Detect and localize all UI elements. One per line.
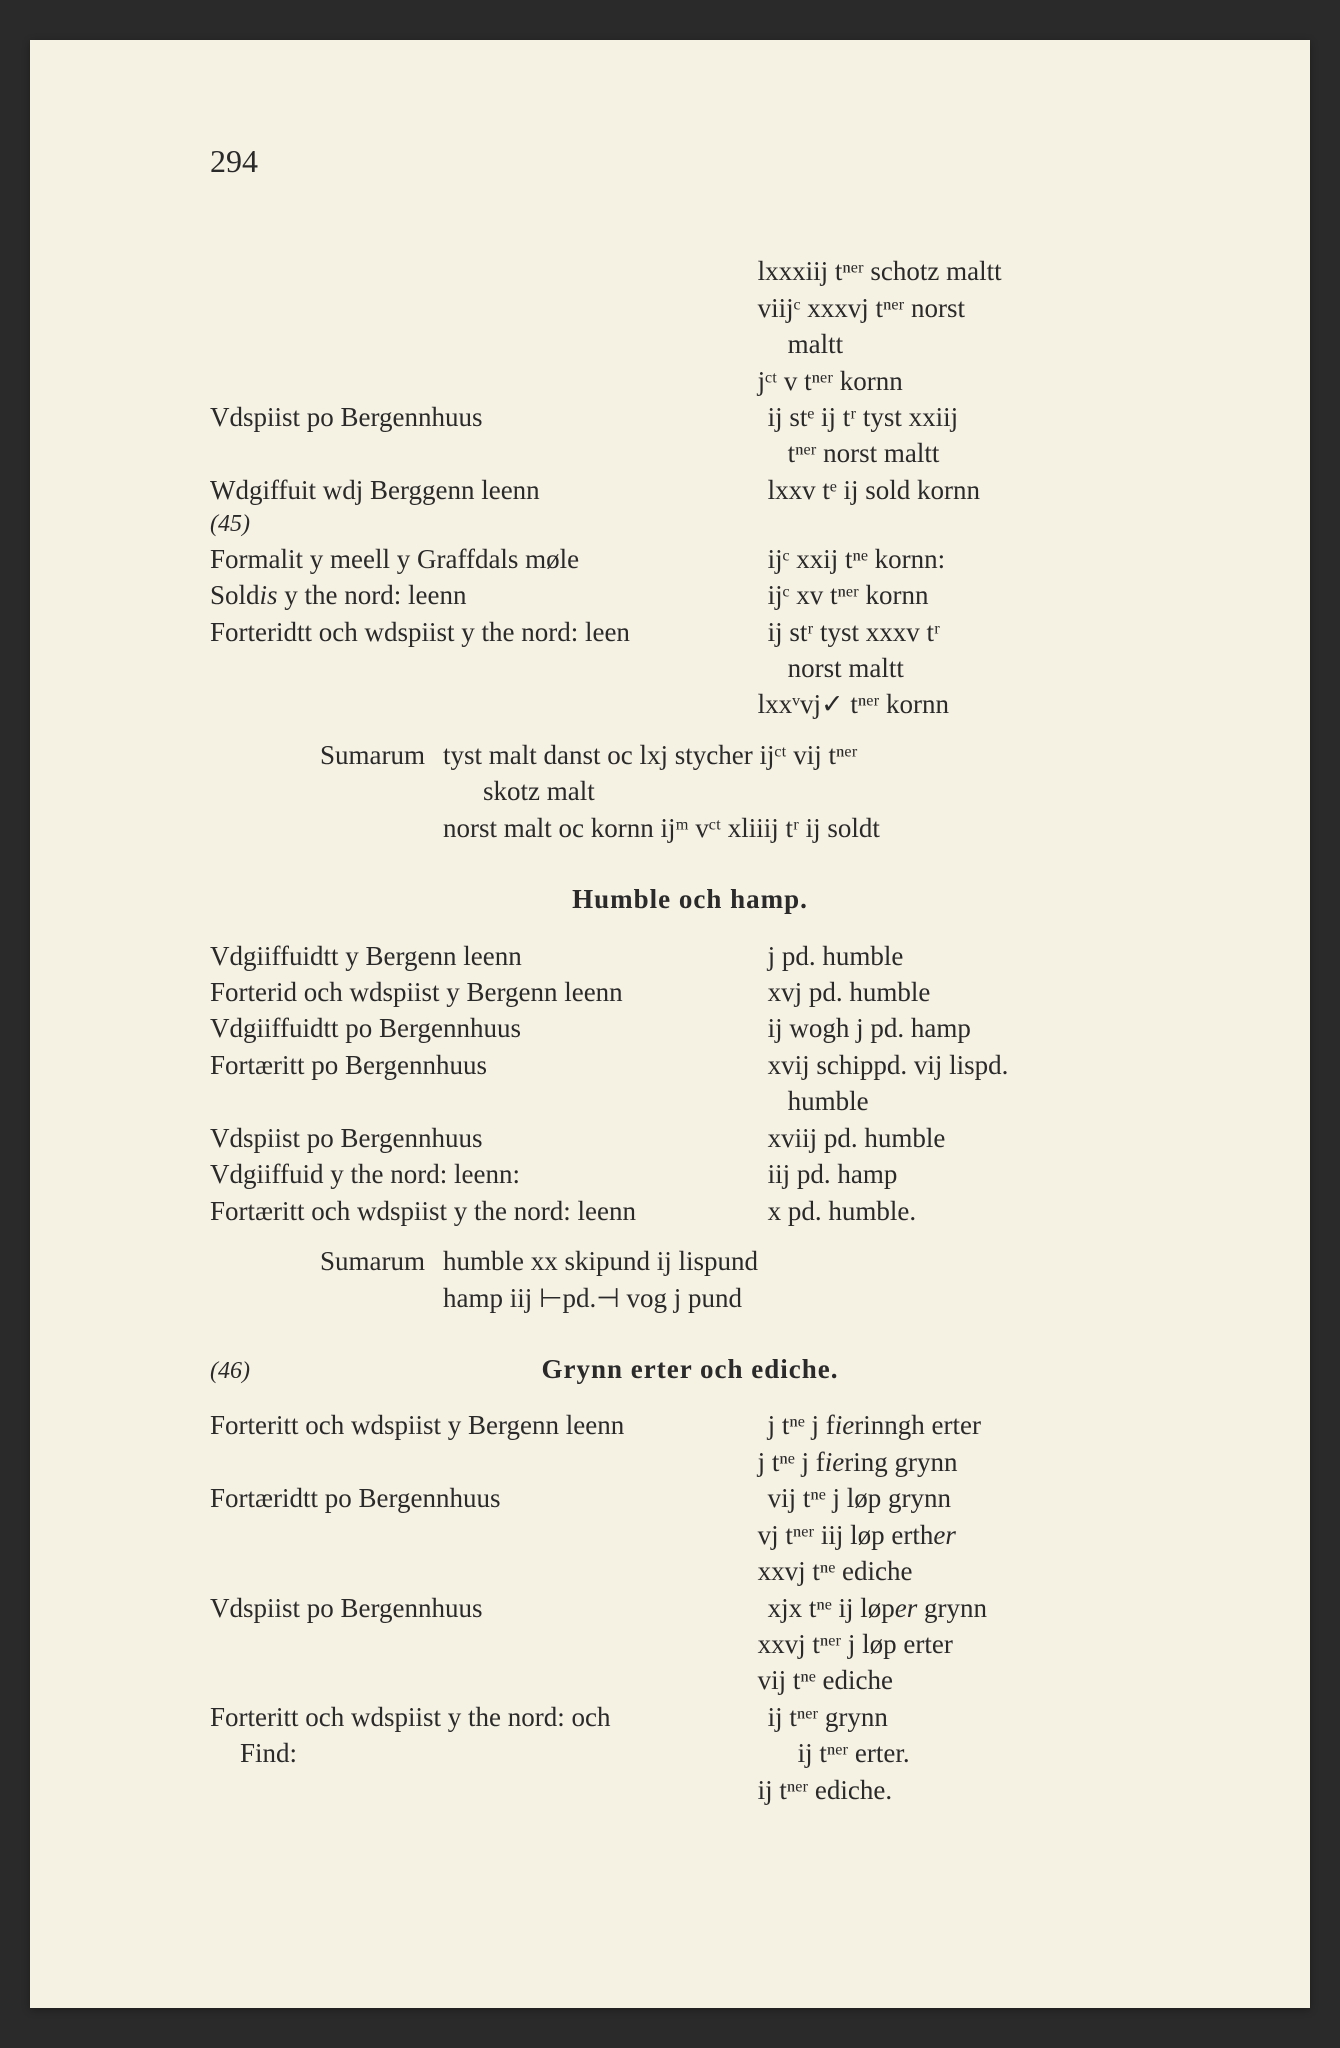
ledger-line: xxvj tⁿᵉʳ j løp erter [748,1626,1170,1662]
ledger-right: xjx tⁿᵉ ij løper grynn [758,1590,1190,1626]
ledger-right: iij pd. hamp [758,1156,1190,1192]
sumarum-line: skotz malt [443,773,1170,809]
ledger-left: Forterid och wdspiist y Bergenn leenn [210,974,758,1010]
sumarum-block: Sumarum tyst malt danst oc lxj stycher i… [210,737,1170,846]
italic-text: er [895,1593,918,1623]
ledger-left: Vdgiiffuid y the nord: leenn: [210,1156,758,1192]
ledger-left: Fortæridtt po Bergennhuus [210,1480,758,1516]
ledger-row: Fortæritt och wdspiist y the nord: leenn… [210,1193,1170,1229]
section-ledger-1: lxxxiij tⁿᵉʳ schotz maltt viijᶜ xxxvj tⁿ… [210,253,1170,846]
ledger-right: ij tⁿᵉʳ erter. [788,1735,1220,1771]
ledger-row: Forterid och wdspiist y Bergenn leenn xv… [210,974,1170,1010]
ledger-line: xxvj tⁿᵉ ediche [748,1553,1170,1589]
text: y the nord: leenn [278,580,467,610]
ledger-right: ijᶜ xv tⁿᵉʳ kornn [758,577,1190,613]
ledger-row: Wdgiffuit wdj Berggenn leenn lxxv tᵉ ij … [210,472,1170,508]
sumarum-line: norst malt oc kornn ijᵐ vᶜᵗ xliiij tʳ ij… [443,810,1170,846]
ledger-left: Vdgiiffuidtt po Bergennhuus [210,1010,758,1046]
ledger-left: Soldis y the nord: leenn [210,577,758,613]
ledger-left: Vdspiist po Bergennhuus [210,1590,758,1626]
ledger-right: ij wogh j pd. hamp [758,1010,1190,1046]
ledger-line: lxxxiij tⁿᵉʳ schotz maltt [748,253,1170,289]
section-ledger-2: Vdgiiffuidtt y Bergenn leenn j pd. humbl… [210,938,1170,1316]
ledger-right: xvj pd. humble [758,974,1190,1010]
text: rinngh erter [854,1410,981,1440]
ledger-right: xvij schippd. vij lispd. [758,1047,1190,1083]
ledger-line: viijᶜ xxxvj tⁿᵉʳ norst [748,290,1170,326]
ledger-right: ij stᵉ ij tʳ tyst xxiij [758,399,1190,435]
text: j tⁿᵉ j f [758,1447,825,1477]
section-heading: Humble och hamp. [210,881,1170,917]
ledger-row: Forteritt och wdspiist y Bergenn leenn j… [210,1407,1170,1443]
ledger-row: Soldis y the nord: leenn ijᶜ xv tⁿᵉʳ kor… [210,577,1170,613]
ledger-line-cont: humble [748,1083,1170,1119]
ledger-left-cont: Find: [210,1735,788,1771]
text: ring grynn [844,1447,957,1477]
italic-text: is [260,580,278,610]
ledger-line: ij tⁿᵉʳ ediche. [748,1772,1170,1808]
ledger-row: Forteritt och wdspiist y the nord: och i… [210,1699,1170,1735]
ledger-row: Formalit y meell y Graffdals møle ijᶜ xx… [210,541,1170,577]
italic-text: er [933,1520,956,1550]
ledger-line-cont: tⁿᵉʳ norst maltt [748,435,1170,471]
margin-note: (46) [210,1355,250,1387]
ledger-line: jᶜᵗ v tⁿᵉʳ kornn [748,363,1170,399]
text: vj tⁿᵉʳ iij løp erth [758,1520,934,1550]
ledger-line: vj tⁿᵉʳ iij løp erther [748,1517,1170,1553]
page-number: 294 [210,140,1170,183]
ledger-row: Find: ij tⁿᵉʳ erter. [210,1735,1170,1771]
italic-text: ie [825,1447,845,1477]
ledger-right: x pd. humble. [758,1193,1190,1229]
margin-note: (45) [210,508,1170,540]
ledger-line-cont: norst maltt [748,650,1170,686]
ledger-right: ij tⁿᵉʳ grynn [758,1699,1190,1735]
ledger-right: ij stʳ tyst xxxv tʳ [758,614,1190,650]
ledger-row: Fortæridtt po Bergennhuus vij tⁿᵉ j løp … [210,1480,1170,1516]
ledger-right: j pd. humble [758,938,1190,974]
text: grynn [917,1593,987,1623]
sumarum-body: tyst malt danst oc lxj stycher ijᶜᵗ vij … [443,737,1170,846]
sumarum-block: Sumarum humble xx skipund ij lispund ham… [210,1243,1170,1316]
ledger-line: lxxᵛvj✓ tⁿᵉʳ kornn [748,686,1170,722]
ledger-right: lxxv tᵉ ij sold kornn [758,472,1190,508]
ledger-row: Vdspiist po Bergennhuus xviij pd. humble [210,1120,1170,1156]
ledger-left: Fortæritt po Bergennhuus [210,1047,758,1083]
text: xjx tⁿᵉ ij løp [768,1593,895,1623]
sumarum-line: tyst malt danst oc lxj stycher ijᶜᵗ vij … [443,737,1170,773]
italic-text: ie [835,1410,855,1440]
ledger-row: Vdspiist po Bergennhuus xjx tⁿᵉ ij løper… [210,1590,1170,1626]
text: j tⁿᵉ j f [768,1410,835,1440]
ledger-row: Fortæritt po Bergennhuus xvij schippd. v… [210,1047,1170,1083]
sumarum-label: Sumarum [320,737,443,846]
ledger-left: Vdgiiffuidtt y Bergenn leenn [210,938,758,974]
ledger-row: Forteridtt och wdspiist y the nord: leen… [210,614,1170,650]
sumarum-line: humble xx skipund ij lispund [443,1243,1170,1279]
ledger-right: ijᶜ xxij tⁿᵉ kornn: [758,541,1190,577]
ledger-left: Forteridtt och wdspiist y the nord: leen [210,614,758,650]
ledger-row: Vdspiist po Bergennhuus ij stᵉ ij tʳ tys… [210,399,1170,435]
ledger-line: vij tⁿᵉ ediche [748,1662,1170,1698]
ledger-left: Forteritt och wdspiist y the nord: och [210,1699,758,1735]
ledger-left: Vdspiist po Bergennhuus [210,1120,758,1156]
sumarum-body: humble xx skipund ij lispund hamp iij ⊢p… [443,1243,1170,1316]
document-page: 294 lxxxiij tⁿᵉʳ schotz maltt viijᶜ xxxv… [30,40,1310,2008]
ledger-left: Formalit y meell y Graffdals møle [210,541,758,577]
ledger-left: Forteritt och wdspiist y Bergenn leenn [210,1407,758,1443]
ledger-row: Vdgiiffuidtt y Bergenn leenn j pd. humbl… [210,938,1170,974]
sumarum-line: hamp iij ⊢pd.⊣ vog j pund [443,1280,1170,1316]
ledger-left: Fortæritt och wdspiist y the nord: leenn [210,1193,758,1229]
ledger-row: Vdgiiffuidtt po Bergennhuus ij wogh j pd… [210,1010,1170,1046]
ledger-row: Vdgiiffuid y the nord: leenn: iij pd. ha… [210,1156,1170,1192]
sumarum-label: Sumarum [320,1243,443,1316]
ledger-line-cont: maltt [748,326,1170,362]
section-ledger-3: Forteritt och wdspiist y Bergenn leenn j… [210,1407,1170,1808]
ledger-left: Wdgiffuit wdj Berggenn leenn [210,472,758,508]
section-heading: Grynn erter och ediche. [250,1351,1130,1387]
ledger-right: xviij pd. humble [758,1120,1190,1156]
ledger-left: Vdspiist po Bergennhuus [210,399,758,435]
ledger-right: vij tⁿᵉ j løp grynn [758,1480,1190,1516]
text: Sold [210,580,260,610]
ledger-right: j tⁿᵉ j fierinngh erter [758,1407,1190,1443]
ledger-line: j tⁿᵉ j fiering grynn [748,1444,1170,1480]
